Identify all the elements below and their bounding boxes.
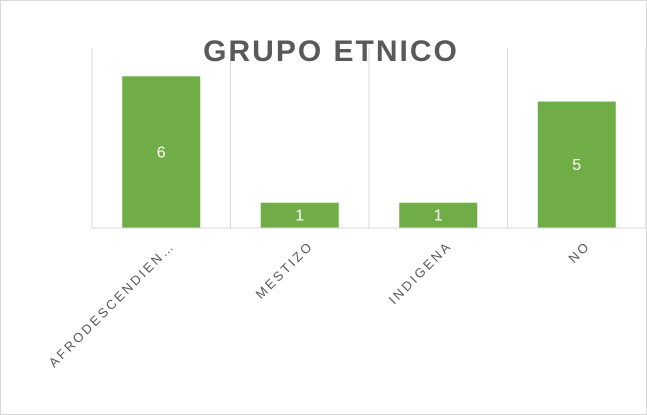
data-label: 1 (295, 208, 304, 225)
bar (122, 76, 201, 229)
bar (260, 202, 339, 228)
bar (537, 101, 616, 228)
bar (399, 202, 478, 228)
data-label: 6 (157, 144, 166, 161)
data-label: 1 (434, 208, 443, 225)
chart-title: GRUPO ETNICO (203, 35, 459, 68)
data-label: 5 (572, 157, 581, 174)
